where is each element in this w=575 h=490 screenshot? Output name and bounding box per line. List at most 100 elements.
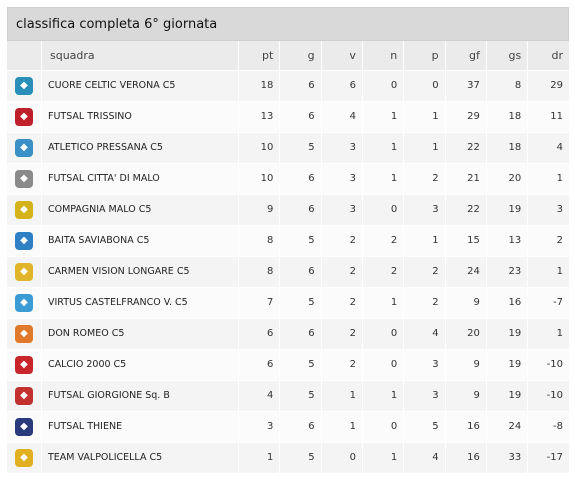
stat-n: 0 bbox=[362, 193, 405, 225]
stat-gf: 15 bbox=[445, 224, 487, 256]
stat-v: 1 bbox=[321, 379, 363, 411]
team-name[interactable]: CUORE CELTIC VERONA C5 bbox=[41, 69, 239, 101]
team-name[interactable]: COMPAGNIA MALO C5 bbox=[41, 193, 239, 225]
stat-dr: 3 bbox=[527, 193, 569, 225]
team-logo-cell: ◆ bbox=[7, 379, 42, 411]
stat-pt: 18 bbox=[238, 69, 281, 101]
header-dr[interactable]: dr bbox=[551, 48, 563, 62]
stat-gf: 29 bbox=[445, 100, 487, 132]
team-name[interactable]: VIRTUS CASTELFRANCO V. C5 bbox=[41, 286, 239, 318]
table-row[interactable]: ◆ FUTSAL TRISSINO 13 6 4 1 1 29 18 11 bbox=[7, 100, 569, 132]
stat-pt: 10 bbox=[238, 162, 281, 194]
stat-dr: -10 bbox=[527, 348, 569, 380]
stat-dr: 1 bbox=[527, 162, 569, 194]
stat-gs: 24 bbox=[486, 410, 529, 442]
stat-dr: -10 bbox=[527, 379, 569, 411]
futsal-malo-logo-icon: ◆ bbox=[15, 169, 33, 188]
team-logo-cell: ◆ bbox=[7, 224, 42, 256]
stat-pt: 13 bbox=[238, 100, 281, 132]
don-romeo-logo-icon: ◆ bbox=[15, 324, 33, 343]
stat-gs: 16 bbox=[486, 286, 529, 318]
stat-gf: 16 bbox=[445, 441, 487, 473]
stat-gf: 20 bbox=[445, 317, 487, 349]
stat-pt: 6 bbox=[238, 348, 281, 380]
team-name[interactable]: TEAM VALPOLICELLA C5 bbox=[41, 441, 239, 473]
stat-gs: 19 bbox=[486, 379, 529, 411]
stat-p: 5 bbox=[403, 410, 446, 442]
stat-v: 3 bbox=[321, 193, 363, 225]
stat-gs: 33 bbox=[486, 441, 529, 473]
table-row[interactable]: ◆ BAITA SAVIABONA C5 8 5 2 2 1 15 13 2 bbox=[7, 224, 569, 256]
stat-gs: 20 bbox=[486, 162, 529, 194]
table-row[interactable]: ◆ DON ROMEO C5 6 6 2 0 4 20 19 1 bbox=[7, 317, 569, 349]
stat-dr: 2 bbox=[527, 224, 569, 256]
header-g[interactable]: g bbox=[279, 41, 322, 70]
stat-v: 6 bbox=[321, 69, 363, 101]
stat-v: 2 bbox=[321, 255, 363, 287]
team-name[interactable]: DON ROMEO C5 bbox=[41, 317, 239, 349]
stat-dr: -17 bbox=[527, 441, 569, 473]
header-gs[interactable]: gs bbox=[486, 41, 529, 70]
table-row[interactable]: ◆ ATLETICO PRESSANA C5 10 5 3 1 1 22 18 4 bbox=[7, 131, 569, 163]
stat-dr: -7 bbox=[527, 286, 569, 318]
stat-g: 6 bbox=[279, 69, 322, 101]
table-row[interactable]: ◆ FUTSAL CITTA' DI MALO 10 6 3 1 2 21 20 1 bbox=[7, 162, 569, 194]
futsal-giorgione-logo-icon: ◆ bbox=[15, 386, 33, 405]
stat-pt: 9 bbox=[238, 193, 281, 225]
team-name[interactable]: FUTSAL CITTA' DI MALO bbox=[41, 162, 239, 194]
team-logo-cell: ◆ bbox=[7, 193, 42, 225]
stat-v: 0 bbox=[321, 441, 363, 473]
team-name[interactable]: ATLETICO PRESSANA C5 bbox=[41, 131, 239, 163]
stat-p: 1 bbox=[403, 100, 446, 132]
stat-gs: 18 bbox=[486, 131, 529, 163]
stat-pt: 3 bbox=[238, 410, 281, 442]
header-n[interactable]: n bbox=[362, 41, 405, 70]
stat-gs: 13 bbox=[486, 224, 529, 256]
header-squadra[interactable]: squadra bbox=[41, 41, 239, 70]
stat-dr: 1 bbox=[527, 255, 569, 287]
table-row[interactable]: ◆ VIRTUS CASTELFRANCO V. C5 7 5 2 1 2 9 16 -7 bbox=[7, 286, 569, 318]
table-row[interactable]: ◆ FUTSAL GIORGIONE Sq. B 4 5 1 1 3 9 19 -10 bbox=[7, 379, 569, 411]
table-row[interactable]: ◆ CALCIO 2000 C5 6 5 2 0 3 9 19 -10 bbox=[7, 348, 569, 380]
table-header-row: squadra pt g v n p gf gs dr bbox=[7, 41, 569, 70]
stat-g: 6 bbox=[279, 193, 322, 225]
stat-v: 2 bbox=[321, 317, 363, 349]
header-p[interactable]: p bbox=[403, 41, 446, 70]
team-logo-cell: ◆ bbox=[7, 69, 42, 101]
header-v[interactable]: v bbox=[321, 41, 363, 70]
stat-dr: 29 bbox=[527, 69, 569, 101]
team-name[interactable]: BAITA SAVIABONA C5 bbox=[41, 224, 239, 256]
table-row[interactable]: ◆ CUORE CELTIC VERONA C5 18 6 6 0 0 37 8 29 bbox=[7, 69, 569, 101]
stat-gf: 9 bbox=[445, 286, 487, 318]
stat-gf: 9 bbox=[445, 348, 487, 380]
stat-g: 6 bbox=[279, 255, 322, 287]
stat-pt: 8 bbox=[238, 224, 281, 256]
table-row[interactable]: ◆ FUTSAL THIENE 3 6 1 0 5 16 24 -8 bbox=[7, 410, 569, 442]
team-name[interactable]: FUTSAL GIORGIONE Sq. B bbox=[41, 379, 239, 411]
team-name[interactable]: CARMEN VISION LONGARE C5 bbox=[41, 255, 239, 287]
team-valpolicella-logo-icon: ◆ bbox=[15, 448, 33, 467]
stat-v: 2 bbox=[321, 224, 363, 256]
table-row[interactable]: ◆ CARMEN VISION LONGARE C5 8 6 2 2 2 24 23 1 bbox=[7, 255, 569, 287]
cuore-celtic-logo-icon: ◆ bbox=[15, 76, 33, 95]
stat-gf: 22 bbox=[445, 193, 487, 225]
team-name[interactable]: FUTSAL THIENE bbox=[41, 410, 239, 442]
carmen-vision-logo-icon: ◆ bbox=[15, 262, 33, 281]
team-name[interactable]: CALCIO 2000 C5 bbox=[41, 348, 239, 380]
stat-g: 5 bbox=[279, 224, 322, 256]
table-row[interactable]: ◆ COMPAGNIA MALO C5 9 6 3 0 3 22 19 3 bbox=[7, 193, 569, 225]
header-logo bbox=[7, 41, 42, 70]
virtus-castelfranco-logo-icon: ◆ bbox=[15, 293, 33, 312]
table-row[interactable]: ◆ TEAM VALPOLICELLA C5 1 5 0 1 4 16 33 -17 bbox=[7, 441, 569, 473]
header-gf[interactable]: gf bbox=[445, 41, 487, 70]
stat-gf: 9 bbox=[445, 379, 487, 411]
stat-n: 0 bbox=[362, 317, 405, 349]
header-pt[interactable]: pt bbox=[238, 41, 281, 70]
stat-gs: 23 bbox=[486, 255, 529, 287]
stat-gf: 21 bbox=[445, 162, 487, 194]
team-logo-cell: ◆ bbox=[7, 410, 42, 442]
team-name[interactable]: FUTSAL TRISSINO bbox=[41, 100, 239, 132]
standings-panel: classifica completa 6° giornata squadra … bbox=[7, 7, 569, 473]
stat-p: 1 bbox=[403, 131, 446, 163]
stat-gs: 19 bbox=[486, 317, 529, 349]
